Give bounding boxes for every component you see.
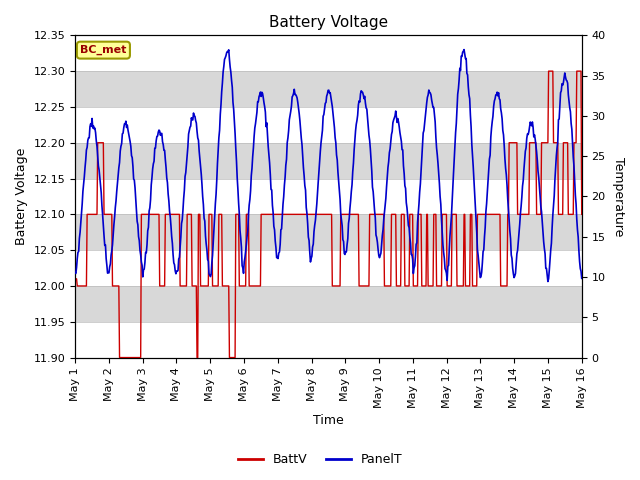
Bar — [75, 143, 582, 179]
Bar — [75, 71, 582, 107]
Bar — [75, 215, 582, 250]
Bar — [75, 322, 582, 358]
Text: BC_met: BC_met — [80, 45, 127, 55]
Y-axis label: Temperature: Temperature — [612, 157, 625, 236]
Bar — [75, 179, 582, 215]
Y-axis label: Battery Voltage: Battery Voltage — [15, 148, 28, 245]
X-axis label: Time: Time — [313, 414, 344, 427]
Bar — [75, 36, 582, 71]
Bar — [75, 250, 582, 286]
Bar — [75, 286, 582, 322]
Title: Battery Voltage: Battery Voltage — [269, 15, 388, 30]
Legend: BattV, PanelT: BattV, PanelT — [232, 448, 408, 471]
Bar — [75, 107, 582, 143]
